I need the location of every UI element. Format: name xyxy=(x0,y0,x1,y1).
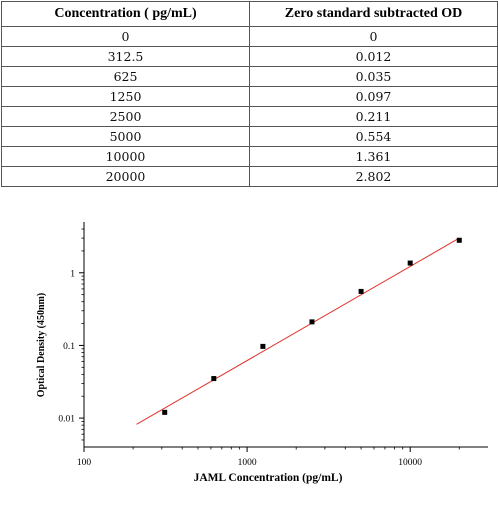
standard-curve-table: Concentration ( pg/mL) Zero standard sub… xyxy=(1,1,498,187)
cell-od: 0.211 xyxy=(249,106,498,127)
cell-od: 0.097 xyxy=(249,86,498,107)
table-row: 20000 2.802 xyxy=(1,166,498,187)
cell-od: 2.802 xyxy=(249,166,498,187)
data-point xyxy=(456,237,462,243)
table-row: 1250 0.097 xyxy=(1,86,498,107)
fit-line xyxy=(136,237,460,425)
y-tick-label: 1 xyxy=(70,269,75,279)
table-header-row: Concentration ( pg/mL) Zero standard sub… xyxy=(1,1,498,27)
cell-concentration: 0 xyxy=(1,26,250,47)
x-axis-label: JAML Concentration (pg/mL) xyxy=(194,472,343,484)
cell-od: 1.361 xyxy=(249,146,498,167)
cell-od: 0.035 xyxy=(249,66,498,87)
data-point xyxy=(162,409,168,415)
table-row: 625 0.035 xyxy=(1,66,498,87)
cell-od: 0.012 xyxy=(249,46,498,67)
cell-od: 0.554 xyxy=(249,126,498,147)
table-row: 10000 1.361 xyxy=(1,146,498,167)
data-point xyxy=(358,288,364,294)
table-row: 312.5 0.012 xyxy=(1,46,498,67)
data-point xyxy=(211,376,217,382)
cell-concentration: 20000 xyxy=(1,166,250,187)
axis-labels-group: JAML Concentration (pg/mL) Optical Densi… xyxy=(36,293,343,484)
data-point xyxy=(407,260,413,266)
cell-od: 0 xyxy=(249,26,498,47)
data-point xyxy=(309,319,315,325)
header-concentration: Concentration ( pg/mL) xyxy=(1,1,250,27)
x-tick-label: 10000 xyxy=(398,458,422,468)
header-od: Zero standard subtracted OD xyxy=(249,1,498,27)
x-tick-label: 1000 xyxy=(238,458,257,468)
standard-curve-table-container: Concentration ( pg/mL) Zero standard sub… xyxy=(1,1,498,187)
x-tick-label: 100 xyxy=(77,458,92,468)
cell-concentration: 10000 xyxy=(1,146,250,167)
standard-curve-chart: 100 1000 10000 0.01 0.1 1 JAML Concentration … xyxy=(36,222,488,484)
table-row: 5000 0.554 xyxy=(1,126,498,147)
y-tick-label: 0.01 xyxy=(58,415,75,425)
chart-axes: 100 1000 10000 0.01 0.1 1 xyxy=(58,222,488,468)
data-point xyxy=(260,343,266,349)
data-points-group xyxy=(162,237,462,415)
y-axis-label: Optical Density (450nm) xyxy=(36,293,47,397)
cell-concentration: 625 xyxy=(1,66,250,87)
cell-concentration: 2500 xyxy=(1,106,250,127)
cell-concentration: 1250 xyxy=(1,86,250,107)
fit-line-group xyxy=(136,237,460,425)
cell-concentration: 5000 xyxy=(1,126,250,147)
cell-concentration: 312.5 xyxy=(1,46,250,67)
table-row: 0 0 xyxy=(1,26,498,47)
table-row: 2500 0.211 xyxy=(1,106,498,127)
y-tick-label: 0.1 xyxy=(63,342,75,352)
standard-curve-chart-container: 100 1000 10000 0.01 0.1 1 JAML Concentration … xyxy=(0,210,498,520)
